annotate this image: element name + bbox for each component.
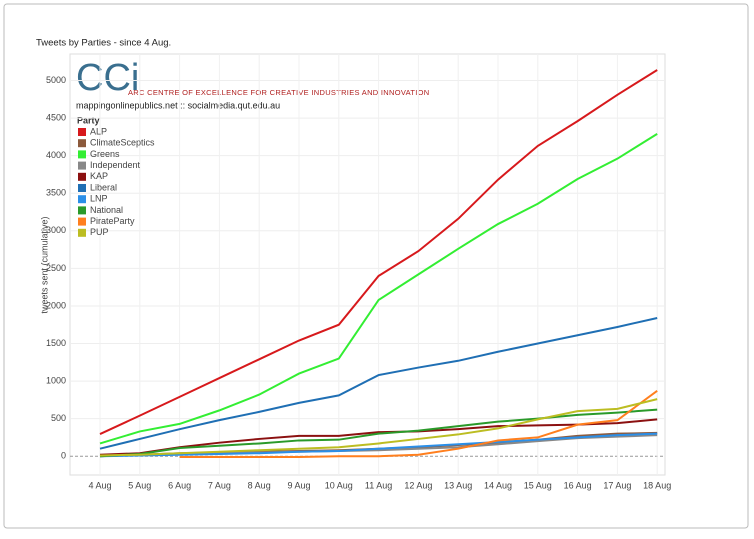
legend-swatch bbox=[78, 228, 86, 237]
series-line bbox=[179, 390, 658, 458]
series-line bbox=[99, 69, 658, 435]
x-tick-label: 14 Aug bbox=[484, 480, 512, 490]
x-tick-label: 18 Aug bbox=[643, 480, 671, 490]
legend-swatch bbox=[78, 184, 86, 192]
x-tick-label: 5 Aug bbox=[128, 480, 151, 490]
x-tick-label: 15 Aug bbox=[524, 480, 552, 490]
legend-swatch bbox=[78, 217, 86, 226]
y-tick-label: 5000 bbox=[46, 75, 66, 85]
series-line bbox=[99, 316, 658, 450]
legend-swatch bbox=[78, 206, 86, 215]
legend-label: Independent bbox=[90, 160, 141, 170]
logo-text: ARC CENTRE OF EXCELLENCE FOR CREATIVE IN… bbox=[128, 88, 429, 97]
legend-label: National bbox=[90, 205, 123, 215]
y-tick-label: 2500 bbox=[46, 263, 66, 273]
legend-label: PUP bbox=[90, 227, 109, 237]
legend-label: PirateParty bbox=[90, 216, 135, 226]
legend-title: Party bbox=[77, 115, 100, 125]
y-tick-label: 4000 bbox=[46, 150, 66, 160]
plot-area bbox=[69, 53, 666, 476]
y-tick-label: 3000 bbox=[46, 225, 66, 235]
x-tick-label: 13 Aug bbox=[444, 480, 472, 490]
y-tick-label: 4500 bbox=[46, 112, 66, 122]
x-tick-label: 11 Aug bbox=[365, 480, 392, 490]
y-tick-label: 0 bbox=[61, 451, 66, 461]
x-tick-label: 9 Aug bbox=[287, 480, 310, 490]
legend-swatch bbox=[78, 128, 86, 136]
legend-label: KAP bbox=[90, 171, 108, 181]
y-tick-label: 500 bbox=[51, 413, 66, 423]
series-line bbox=[99, 408, 658, 458]
legend-label: ALP bbox=[90, 126, 107, 136]
y-axis-label: tweets sent (cumulative) bbox=[39, 216, 49, 313]
legend-label: Liberal bbox=[90, 182, 117, 192]
y-tick-label: 3500 bbox=[46, 188, 66, 198]
chart-title: Tweets by Parties - since 4 Aug. bbox=[36, 38, 171, 49]
legend-label: ClimateSceptics bbox=[90, 138, 155, 148]
legend-swatch bbox=[78, 139, 86, 148]
x-tick-label: 17 Aug bbox=[603, 480, 631, 490]
y-tick-label: 2000 bbox=[46, 300, 66, 310]
subtitle: mappingonlinepublics.net :: socialmedia.… bbox=[76, 100, 280, 110]
x-tick-label: 4 Aug bbox=[88, 480, 111, 490]
legend-swatch bbox=[78, 150, 86, 159]
logo-mark: CCi bbox=[76, 57, 139, 99]
x-tick-label: 6 Aug bbox=[168, 480, 191, 490]
y-tick-label: 1500 bbox=[46, 338, 66, 348]
legend-label: Greens bbox=[90, 149, 120, 159]
legend-swatch bbox=[78, 161, 86, 170]
x-tick-label: 16 Aug bbox=[564, 480, 592, 490]
series-line bbox=[99, 418, 658, 456]
legend-swatch bbox=[78, 195, 86, 204]
x-tick-label: 10 Aug bbox=[325, 480, 353, 490]
legend-label: LNP bbox=[90, 194, 108, 204]
legend-swatch bbox=[78, 172, 86, 181]
series-line bbox=[99, 133, 658, 445]
x-tick-label: 12 Aug bbox=[404, 480, 432, 490]
x-tick-label: 8 Aug bbox=[248, 480, 271, 490]
y-tick-label: 1000 bbox=[46, 375, 66, 385]
series-line bbox=[99, 398, 658, 457]
x-tick-label: 7 Aug bbox=[208, 480, 231, 490]
series-line bbox=[99, 432, 658, 458]
